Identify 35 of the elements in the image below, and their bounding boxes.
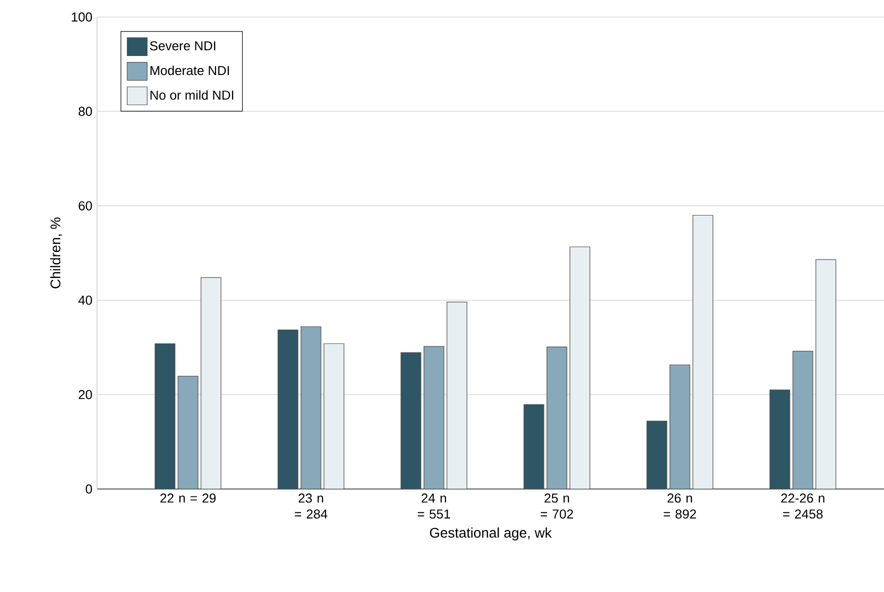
x-tick-label: 23 n = 284	[294, 494, 328, 519]
y-tick-label: 80	[78, 106, 92, 116]
bar	[546, 346, 568, 489]
y-axis-title: Children, %	[50, 217, 62, 288]
bar	[154, 343, 176, 489]
x-tick-label: 22-26 n = 2458	[781, 494, 824, 519]
bar	[524, 404, 544, 489]
bar	[646, 420, 668, 489]
bar	[446, 302, 468, 489]
y-tick-label: 100	[72, 12, 92, 22]
legend-label: Moderate NDI	[150, 66, 229, 76]
x-tick-label: 26 n = 892	[664, 494, 696, 519]
bar	[692, 214, 714, 489]
y-tick-label: 40	[78, 296, 92, 305]
x-tick-label: 25 n = 702	[540, 494, 573, 519]
bar	[770, 390, 790, 489]
bar	[200, 277, 222, 489]
x-tick-label: 24 n = 551	[418, 494, 450, 519]
y-tick-label: 20	[78, 390, 92, 400]
bar	[792, 350, 814, 489]
bar	[178, 376, 198, 489]
x-axis-title: Gestational age, wk	[430, 527, 552, 540]
bar	[400, 352, 422, 489]
bar	[816, 259, 836, 489]
bar	[424, 346, 444, 489]
bar	[570, 246, 590, 489]
bar	[324, 343, 344, 489]
x-tick-label: 22 n = 29	[160, 494, 216, 503]
y-tick-label: 60	[78, 201, 92, 210]
bar	[300, 326, 322, 489]
bar	[670, 364, 690, 489]
bar	[278, 330, 298, 489]
y-tick-label: 0	[86, 484, 92, 494]
legend-label: Severe NDI	[150, 41, 216, 50]
legend-label: No or mild NDI	[150, 90, 234, 100]
